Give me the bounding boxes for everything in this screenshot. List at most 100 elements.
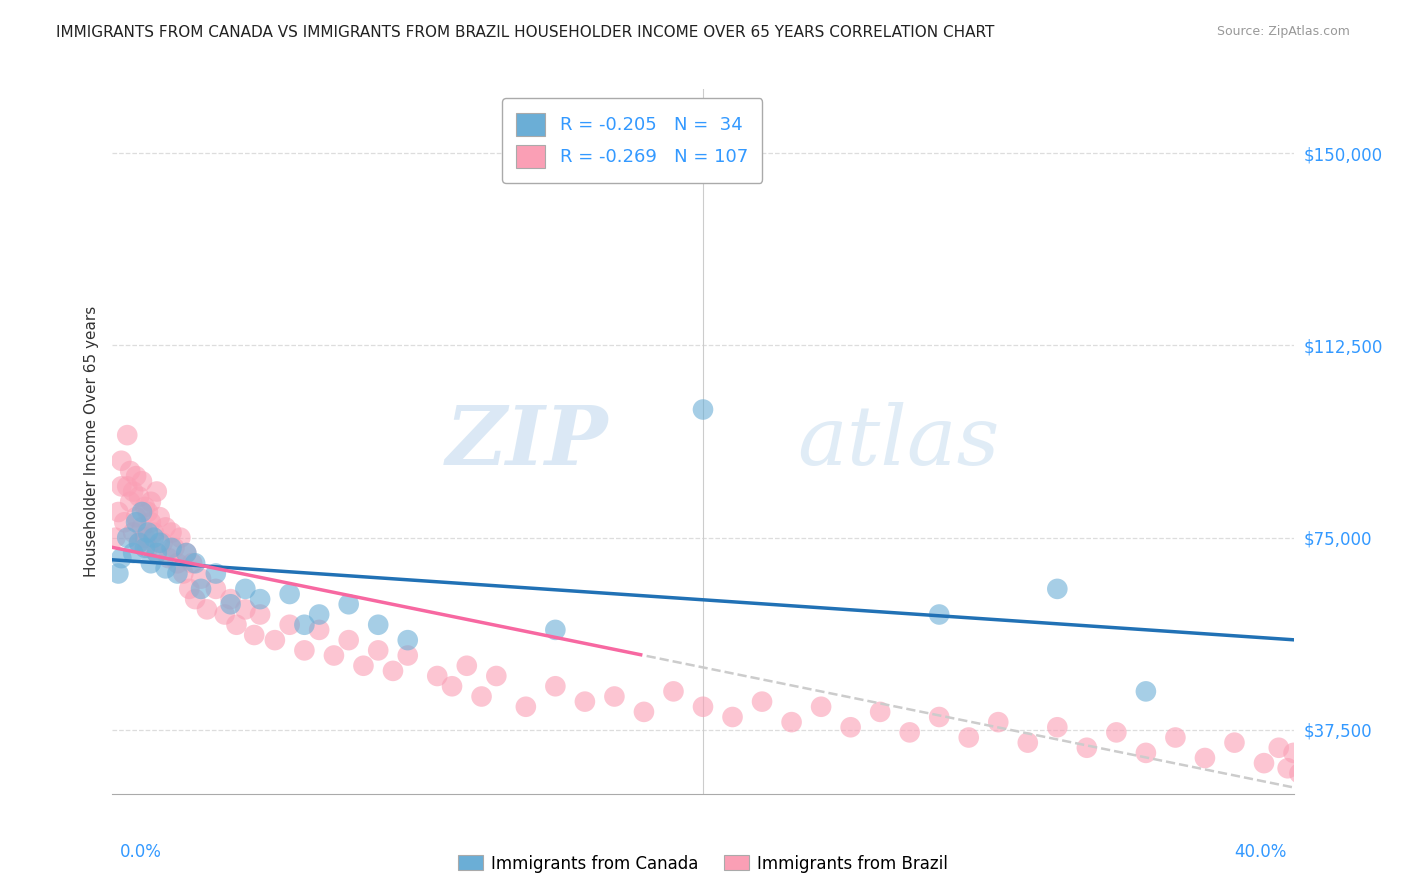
Point xyxy=(1306,772,1329,786)
Point xyxy=(382,664,405,678)
Point xyxy=(692,402,714,417)
Point xyxy=(308,607,330,622)
Point xyxy=(139,556,162,570)
Point xyxy=(174,546,197,560)
Point xyxy=(869,705,891,719)
Point xyxy=(323,648,346,663)
Point xyxy=(104,531,127,545)
Text: 40.0%: 40.0% xyxy=(1234,843,1286,861)
Point xyxy=(810,699,832,714)
Point xyxy=(110,479,132,493)
Text: IMMIGRANTS FROM CANADA VS IMMIGRANTS FROM BRAZIL HOUSEHOLDER INCOME OVER 65 YEAR: IMMIGRANTS FROM CANADA VS IMMIGRANTS FRO… xyxy=(56,25,994,40)
Point xyxy=(515,699,537,714)
Point xyxy=(470,690,494,704)
Point xyxy=(1376,787,1399,801)
Point xyxy=(139,515,162,529)
Point xyxy=(120,495,142,509)
Point xyxy=(110,551,132,566)
Point xyxy=(662,684,685,698)
Point xyxy=(1046,582,1069,596)
Point xyxy=(1365,777,1388,791)
Point xyxy=(337,633,360,648)
Legend: Immigrants from Canada, Immigrants from Brazil: Immigrants from Canada, Immigrants from … xyxy=(451,848,955,880)
Point xyxy=(1277,761,1299,775)
Point xyxy=(1282,746,1305,760)
Point xyxy=(1395,797,1406,811)
Point xyxy=(1194,751,1216,765)
Point xyxy=(146,546,169,560)
Point xyxy=(249,592,271,607)
Point xyxy=(110,454,132,468)
Point xyxy=(1312,756,1334,771)
Point xyxy=(205,582,228,596)
Point xyxy=(249,607,271,622)
Point xyxy=(633,705,655,719)
Point xyxy=(751,695,773,709)
Point xyxy=(544,623,567,637)
Point xyxy=(117,428,138,442)
Point xyxy=(195,602,218,616)
Point xyxy=(157,551,180,566)
Point xyxy=(131,520,153,534)
Point xyxy=(278,617,301,632)
Point xyxy=(367,617,389,632)
Point xyxy=(456,658,478,673)
Point xyxy=(1135,684,1157,698)
Point xyxy=(225,617,247,632)
Point xyxy=(292,617,315,632)
Point xyxy=(160,541,183,555)
Point xyxy=(574,695,596,709)
Point xyxy=(139,495,162,509)
Point xyxy=(1288,766,1310,780)
Point xyxy=(152,535,174,549)
Point xyxy=(205,566,228,581)
Point xyxy=(396,633,419,648)
Text: ZIP: ZIP xyxy=(446,401,609,482)
Point xyxy=(367,643,389,657)
Point xyxy=(136,541,159,555)
Point xyxy=(125,515,148,529)
Point xyxy=(233,602,256,616)
Text: 0.0%: 0.0% xyxy=(120,843,162,861)
Point xyxy=(134,531,156,545)
Point xyxy=(1336,781,1358,796)
Point xyxy=(1347,787,1369,801)
Point xyxy=(1355,772,1378,786)
Point xyxy=(1105,725,1128,739)
Point xyxy=(544,679,567,693)
Point xyxy=(134,541,156,555)
Point xyxy=(112,515,135,529)
Point xyxy=(146,546,169,560)
Point xyxy=(441,679,464,693)
Point xyxy=(219,592,242,607)
Point xyxy=(107,505,129,519)
Point xyxy=(1135,746,1157,760)
Point xyxy=(149,535,172,549)
Point xyxy=(181,556,204,570)
Point xyxy=(898,725,921,739)
Point xyxy=(166,556,188,570)
Point xyxy=(117,479,138,493)
Point xyxy=(142,531,165,545)
Point xyxy=(122,546,145,560)
Point xyxy=(426,669,449,683)
Point xyxy=(292,643,315,657)
Point xyxy=(120,464,142,478)
Point xyxy=(128,490,150,504)
Point xyxy=(134,500,156,514)
Text: atlas: atlas xyxy=(797,401,1000,482)
Point xyxy=(1385,792,1406,806)
Point xyxy=(107,566,129,581)
Point xyxy=(122,484,145,499)
Point xyxy=(1327,761,1350,775)
Point xyxy=(603,690,626,704)
Point xyxy=(131,475,153,489)
Point xyxy=(1253,756,1275,771)
Point xyxy=(166,566,188,581)
Point xyxy=(1017,736,1039,750)
Point xyxy=(987,715,1010,730)
Point xyxy=(957,731,980,745)
Point xyxy=(131,505,153,519)
Point xyxy=(928,607,950,622)
Point xyxy=(117,531,138,545)
